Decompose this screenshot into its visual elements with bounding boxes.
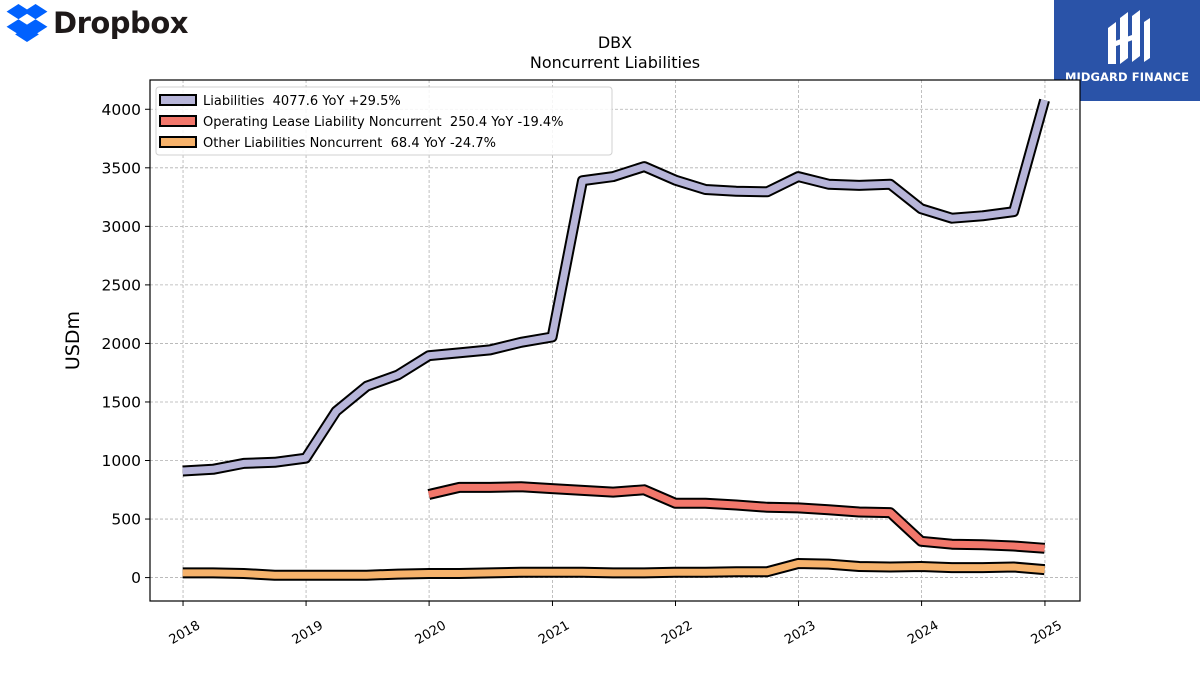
legend-label: Operating Lease Liability Noncurrent 250…	[203, 115, 564, 130]
y-axis-label: USDm	[62, 311, 84, 370]
legend-box	[155, 86, 613, 156]
badge: MIDGARD FINANCE	[1054, 0, 1200, 101]
legend-swatch	[159, 94, 197, 106]
midgard-logo-icon	[1108, 10, 1150, 64]
series-line	[182, 560, 1045, 579]
x-tick-label: 2018	[167, 618, 203, 648]
x-tick-label: 2022	[659, 618, 695, 648]
y-tick-label: 1000	[102, 452, 141, 470]
y-tick-label: 3000	[102, 218, 141, 236]
y-tick-label: 2000	[102, 335, 141, 353]
y-tick-label: 1500	[102, 393, 141, 411]
y-tick-label: 500	[111, 511, 141, 529]
plot-frame	[149, 79, 1081, 602]
plot-area	[150, 80, 1080, 601]
x-tick-label: 2019	[290, 618, 326, 648]
series-line	[428, 483, 1045, 552]
dropbox-logo-icon	[6, 4, 48, 42]
chart-title: DBX	[597, 33, 633, 52]
x-tick-label: 2020	[413, 618, 449, 648]
x-tick-label: 2021	[536, 618, 572, 648]
series-line	[182, 99, 1048, 475]
brand-name: Dropbox	[53, 6, 188, 40]
badge-name: MIDGARD FINANCE	[1064, 70, 1190, 84]
y-tick-label: 0	[131, 569, 141, 587]
chart-subtitle: Noncurrent Liabilities	[529, 53, 701, 72]
legend-swatch	[159, 136, 197, 148]
x-tick-label: 2025	[1029, 618, 1065, 648]
y-tick-label: 4000	[102, 101, 141, 119]
legend-label: Liabilities 4077.6 YoY +29.5%	[203, 94, 401, 109]
brand: Dropbox	[6, 4, 188, 42]
x-tick-label: 2023	[782, 618, 818, 648]
legend: Liabilities 4077.6 YoY +29.5% Operating L…	[155, 86, 613, 156]
x-tick-label: 2024	[905, 618, 941, 648]
legend-label: Other Liabilities Noncurrent 68.4 YoY -2…	[203, 136, 496, 151]
legend-swatch	[159, 115, 197, 127]
y-tick-label: 2500	[102, 276, 141, 294]
y-tick-label: 3500	[102, 159, 141, 177]
